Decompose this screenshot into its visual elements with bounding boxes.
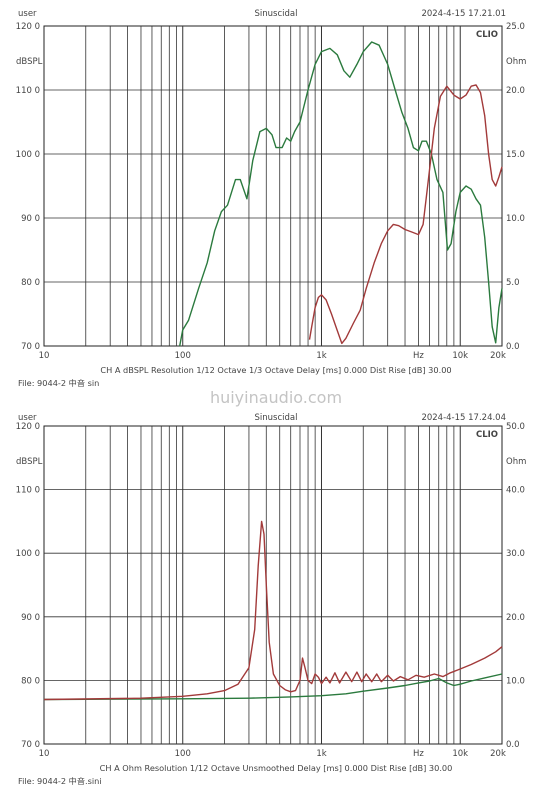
chart2-info-line: CH A Ohm Resolution 1/12 Octave Unsmooth… bbox=[100, 763, 453, 773]
chart2-y-tick-right: 40.0 bbox=[506, 486, 525, 496]
chart2-x-tick: 10 bbox=[39, 749, 50, 759]
chart2-x-tick: 1k bbox=[316, 749, 326, 759]
chart1-info-line: CH A dBSPL Resolution 1/12 Octave 1/3 Oc… bbox=[100, 365, 451, 375]
chart1-brand-label: CLIO bbox=[476, 30, 498, 40]
chart1-header-user: user bbox=[18, 9, 37, 19]
chart2-file-line: File: 9044-2 中音.sini bbox=[18, 776, 102, 786]
chart2-header-timestamp: 2024-4-15 17.24.04 bbox=[421, 413, 506, 423]
chart1-file-line: File: 9044-2 中音 sin bbox=[18, 378, 99, 388]
chart1-y-tick-right: 15.0 bbox=[506, 150, 525, 160]
chart1-y-tick-left: 100 0 bbox=[16, 150, 40, 160]
chart2-header-user: user bbox=[18, 413, 37, 423]
chart2-header-title: Sinuscidal bbox=[255, 413, 298, 423]
chart1-y-tick-right: 10.0 bbox=[506, 214, 525, 224]
chart2-x-tick: Hz bbox=[413, 749, 424, 759]
chart1-y-tick-right: 20.0 bbox=[506, 86, 525, 96]
chart1-ylabel-left: dBSPL bbox=[16, 57, 43, 67]
chart1-x-tick: 10k bbox=[452, 351, 468, 361]
chart1-y-tick-right: 0.0 bbox=[506, 342, 520, 352]
chart2-y-tick-right: 20.0 bbox=[506, 613, 525, 623]
chart1-y-tick-right: 25.0 bbox=[506, 22, 525, 32]
chart2-y-tick-left: 80 0 bbox=[21, 676, 40, 686]
chart2-y-tick-left: 110 0 bbox=[16, 486, 40, 496]
chart1-header-title: Sinuscidal bbox=[255, 9, 298, 19]
chart2-y-tick-right: 10.0 bbox=[506, 676, 525, 686]
chart2-plot-frame bbox=[43, 425, 503, 745]
chart2-ylabel-right: Ohm bbox=[506, 457, 526, 467]
chart1-y-tick-left: 110 0 bbox=[16, 86, 40, 96]
chart1-y-tick-left: 90 0 bbox=[21, 214, 40, 224]
chart1-x-tick: 100 bbox=[175, 351, 191, 361]
chart1-series-1-line bbox=[179, 41, 503, 347]
chart1-y-tick-left: 80 0 bbox=[21, 278, 40, 288]
chart2-series-2-line bbox=[43, 520, 503, 701]
chart1-series-2-line bbox=[308, 84, 503, 345]
chart2-y-tick-left: 70 0 bbox=[21, 740, 40, 750]
watermark: huiyinaudio.com bbox=[209, 388, 343, 407]
chart1-y-tick-left: 70 0 bbox=[21, 342, 40, 352]
chart2-x-tick: 10k bbox=[452, 749, 468, 759]
chart1-x-tick: Hz bbox=[413, 351, 424, 361]
chart2-y-tick-left: 100 0 bbox=[16, 549, 40, 559]
chart2-x-tick: 20k bbox=[490, 749, 506, 759]
chart2-y-tick-right: 0.0 bbox=[506, 740, 520, 750]
chart2-y-tick-left: 120 0 bbox=[16, 422, 40, 432]
chart1-x-tick: 1k bbox=[316, 351, 326, 361]
chart1-y-tick-left: 120 0 bbox=[16, 22, 40, 32]
chart2-series-1-line bbox=[43, 673, 503, 701]
chart1-y-tick-right: 5.0 bbox=[506, 278, 520, 288]
chart1-header-timestamp: 2024-4-15 17.21.01 bbox=[421, 9, 506, 19]
chart1-plot-frame bbox=[43, 25, 503, 347]
chart2-y-tick-left: 90 0 bbox=[21, 613, 40, 623]
chart2-y-tick-right: 30.0 bbox=[506, 549, 525, 559]
chart1-ylabel-right: Ohm bbox=[506, 57, 526, 67]
chart2-ylabel-left: dBSPL bbox=[16, 457, 43, 467]
chart1-x-tick: 10 bbox=[39, 351, 50, 361]
chart1-x-tick: 20k bbox=[490, 351, 506, 361]
chart2-brand-label: CLIO bbox=[476, 430, 498, 440]
chart2-x-tick: 100 bbox=[175, 749, 191, 759]
chart2-y-tick-right: 50.0 bbox=[506, 422, 525, 432]
